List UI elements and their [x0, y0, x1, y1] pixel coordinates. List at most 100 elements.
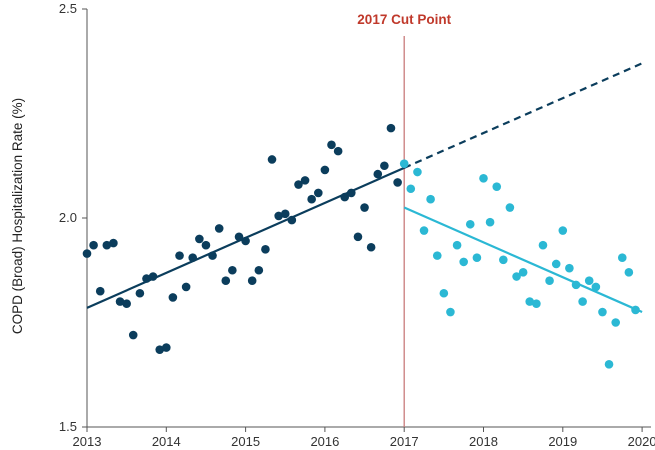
x-tick-label: 2014 [152, 434, 181, 449]
pre-cut-point [327, 140, 336, 150]
post-cut-point [492, 182, 502, 191]
post-cut-point [611, 318, 620, 327]
pre-cut-point [135, 288, 145, 298]
x-tick-label: 2020 [628, 434, 655, 449]
pre-cut-point [280, 209, 290, 219]
pre-cut-point [89, 240, 98, 250]
y-tick-label: 2.5 [59, 1, 77, 16]
post-cut-point [452, 240, 462, 250]
pre-cut-point [366, 242, 376, 252]
post-cut-point [439, 288, 449, 298]
post-cut-point [604, 360, 614, 369]
x-tick-label: 2019 [548, 434, 577, 449]
post-cut-point [525, 297, 535, 306]
post-cut-point [584, 276, 594, 286]
post-cut-point [591, 282, 601, 292]
pre-cut-point [221, 276, 231, 286]
pre-cut-point [95, 286, 105, 296]
axes: 1.5 2.0 2.5 2013 2014 2015 2016 2017 2018 2019 202… [59, 1, 655, 449]
pre-cut-point [314, 188, 323, 198]
x-tick-label: 2016 [310, 434, 339, 449]
post-cut-point [472, 253, 482, 263]
pre-cut-point [122, 299, 131, 308]
post-cut-point [545, 276, 554, 286]
pre-cut-point [128, 330, 138, 340]
pre-cut-point [148, 272, 158, 281]
post-cut-point [558, 226, 568, 235]
post-cut-point [406, 184, 416, 194]
post-cut-point [399, 159, 409, 168]
pre-cut-point [247, 276, 257, 286]
x-tick-label: 2017 [390, 434, 419, 449]
pre-cut-point [214, 224, 224, 233]
pre-cut-point [340, 192, 350, 202]
x-tick-label: 2013 [73, 434, 102, 449]
post-cut-point [578, 297, 587, 306]
pre-cut-point [228, 265, 237, 275]
post-cut-point [598, 307, 607, 317]
pre-cut-point [267, 155, 277, 164]
pre-cut-point [234, 232, 244, 242]
data-points [82, 123, 640, 369]
pre-cut-point [162, 343, 171, 352]
post-cut-point [518, 268, 528, 277]
post-cut-point [413, 167, 422, 177]
pre-cut-point [307, 194, 316, 204]
post-cut-point [459, 257, 468, 267]
post-cut-point [426, 194, 435, 204]
pre-cut-point [208, 251, 217, 260]
post-cut-point [571, 280, 581, 290]
pre-cut-point [188, 253, 198, 263]
pre-cut-point [320, 165, 330, 175]
pre-cut-point [168, 293, 178, 302]
y-tick-label: 1.5 [59, 419, 77, 434]
post-cut-point [485, 217, 495, 227]
post-cut-point [512, 272, 521, 281]
pre-cut-point [201, 240, 211, 250]
pre-cut-point [333, 146, 343, 156]
pre-cut-point [109, 238, 118, 248]
post-cut-point [532, 299, 541, 308]
pre-cut-point [155, 345, 165, 354]
post-cut-point [446, 307, 455, 317]
post-cut-point [465, 219, 475, 229]
x-tick-label: 2015 [231, 434, 260, 449]
pre-cut-point [300, 176, 310, 185]
y-axis-title: COPD (Broad) Hospitalization Rate (%) [10, 98, 25, 334]
pre-cut-point [241, 236, 250, 246]
pre-cut-point [142, 274, 151, 283]
pre-cut-point [115, 297, 125, 306]
trend-line-2 [403, 62, 643, 169]
y-tick-label: 2.0 [59, 210, 77, 225]
pre-cut-point [373, 169, 383, 179]
pre-cut-point [102, 240, 112, 250]
pre-cut-point [274, 211, 283, 221]
post-cut-point [419, 226, 429, 235]
pre-cut-point [254, 265, 264, 275]
pre-cut-point [261, 245, 270, 254]
pre-cut-point [175, 251, 184, 260]
post-cut-point [538, 240, 548, 250]
pre-cut-point [386, 123, 396, 133]
post-cut-point [432, 251, 442, 260]
post-cut-point [551, 259, 561, 269]
pre-cut-point [82, 249, 92, 258]
pre-cut-point [195, 234, 204, 244]
cut-point-label: 2017 Cut Point [357, 12, 451, 27]
x-tick-label: 2018 [469, 434, 498, 449]
pre-cut-point [294, 180, 303, 189]
pre-cut-point [393, 178, 402, 187]
post-cut-point [624, 268, 634, 277]
cut-point-group: 2017 Cut Point [357, 12, 452, 427]
pre-cut-point [287, 215, 297, 225]
post-cut-point [565, 263, 574, 273]
pre-cut-point [181, 282, 191, 292]
pre-cut-point [380, 161, 389, 171]
post-cut-point [631, 305, 640, 315]
pre-cut-point [360, 203, 369, 212]
post-cut-point [499, 255, 508, 265]
post-cut-point [505, 203, 515, 212]
post-cut-point [479, 173, 488, 183]
trend-line-3 [403, 206, 643, 314]
